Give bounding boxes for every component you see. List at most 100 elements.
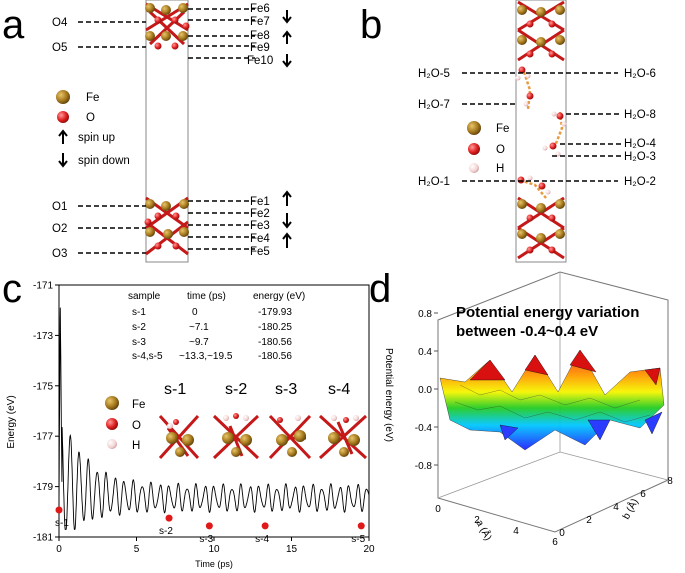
bottom-slab: [144, 196, 189, 256]
spin-down-arrow-icon: [282, 54, 292, 68]
z-axis-d: 0.8 0.4 0.0 -0.4 -0.8: [415, 309, 438, 472]
x-tick-label: 0: [56, 544, 62, 555]
point-label-s-3: s-3: [199, 534, 213, 545]
snapshot-label-s4: s-4: [328, 381, 350, 398]
label-o2: O2: [52, 223, 67, 235]
legend-h-label-c: H: [132, 440, 140, 452]
label-fe7: Fe7: [250, 16, 270, 28]
b-tick-label: 8: [667, 476, 673, 487]
x-axis-label-c: Time (ps): [195, 559, 233, 569]
y-tick-label: -173: [33, 331, 53, 342]
data-point-s-3: [205, 522, 213, 530]
a-tick-label: 6: [552, 537, 558, 548]
y-axis-c: -171 -173 -175 -177 -179 -181: [33, 281, 59, 544]
surface-title-line2: between -0.4~0.4 eV: [456, 323, 598, 340]
unit-cell: [145, 0, 189, 263]
fe-legend-icon: [56, 90, 70, 104]
b-tick-label: 6: [640, 489, 646, 500]
table-cell: s-1: [132, 307, 146, 318]
z-tick-label: -0.8: [415, 461, 433, 472]
x-tick-label: 5: [134, 544, 140, 555]
b-tick-label: 4: [613, 502, 619, 513]
o-legend-icon-c: [106, 418, 118, 430]
snapshot-label-s3: s-3: [275, 381, 297, 398]
point-label-s-2: s-2: [159, 526, 173, 537]
top-slab: [145, 2, 190, 50]
legend-spin-down-label: spin down: [78, 155, 130, 167]
x-tick-label: 15: [286, 544, 298, 555]
a-tick-label: 0: [435, 504, 441, 515]
energy-series-line: [58, 307, 370, 530]
spin-down-legend-icon: [58, 153, 68, 168]
panel-b-label: b: [360, 3, 382, 47]
table-cell: ~9.7: [189, 337, 209, 348]
h-legend-icon-b: [469, 163, 479, 173]
fe-legend-icon-b: [467, 121, 481, 135]
point-label-s-5: s-5: [351, 534, 365, 545]
z-tick-label: 0.0: [418, 385, 432, 396]
potential-surface: [439, 349, 665, 451]
data-point-s-4: [261, 522, 269, 530]
z-tick-label: -0.4: [415, 423, 433, 434]
table-header-sample: sample: [128, 291, 161, 302]
snapshot-s1: [158, 414, 200, 460]
label-o3: O3: [52, 248, 67, 260]
table-cell: ~7.1: [189, 322, 209, 333]
z-axis-label-d: Potential energy (eV): [383, 348, 394, 442]
label-o1: O1: [52, 201, 67, 213]
data-point-s-5: [357, 522, 365, 530]
z-tick-label: 0.4: [418, 347, 432, 358]
y-tick-label: -175: [33, 381, 53, 392]
spin-arrows: [282, 10, 292, 248]
label-h2o-3: H₂O-3: [624, 151, 656, 163]
top-slab-b: [517, 0, 565, 62]
table-cell: -179.93: [258, 307, 292, 318]
snapshot-s4: [318, 414, 368, 460]
table-cell: -180.25: [258, 322, 292, 333]
spin-down-arrow-icon: [282, 10, 292, 24]
label-h2o-5: H₂O-5: [418, 68, 450, 80]
legend-fe-label-b: Fe: [496, 123, 509, 135]
panel-d-label: d: [369, 267, 391, 311]
table-cell: s-2: [132, 322, 146, 333]
z-tick-label: 0.8: [418, 309, 432, 320]
panel-a: a: [2, 0, 292, 263]
bottom-slab-b: [517, 196, 565, 260]
x-tick-label: 20: [363, 544, 375, 555]
panel-c: c -171 -173 -175 -177 -179 -181 0 5 10 15 20 Ener…: [2, 267, 375, 569]
table-cell: -180.56: [258, 351, 292, 362]
label-fe8: Fe8: [250, 30, 270, 42]
label-h2o-2: H₂O-2: [624, 176, 656, 188]
x-axis-c: 0 5 10 15 20: [56, 537, 375, 555]
snapshot-s3: [268, 414, 312, 460]
o-legend-icon: [57, 111, 69, 123]
legend-spin-up-label: spin up: [78, 132, 115, 144]
b-axis-d: 0 2 4 6 8: [559, 476, 673, 539]
panel-c-label: c: [2, 267, 22, 311]
b-tick-label: 0: [559, 528, 565, 539]
spin-down-arrow-icon: [282, 213, 292, 229]
label-fe5: Fe5: [250, 246, 270, 258]
water-molecules: [515, 66, 567, 199]
b-axis-label-d: b (Å): [619, 496, 641, 521]
y-axis-label-c: Energy (eV): [6, 395, 17, 448]
legend-fe-label: Fe: [86, 92, 99, 104]
label-fe6: Fe6: [250, 3, 270, 15]
label-o5: O5: [52, 42, 67, 54]
y-tick-label: -181: [33, 533, 53, 544]
surface-title-line1: Potential energy variation: [456, 304, 639, 321]
label-h2o-7: H₂O-7: [418, 99, 450, 111]
sample-table: sample time (ps) energy (eV) s-1 0 -179.…: [128, 291, 305, 362]
y-tick-label: -171: [33, 281, 53, 292]
table-header-energy: energy (eV): [253, 291, 305, 302]
label-o4: O4: [52, 17, 68, 29]
h-legend-icon-c: [107, 439, 117, 449]
table-header-time: time (ps): [187, 291, 226, 302]
label-fe4: Fe4: [250, 233, 270, 245]
label-fe1: Fe1: [250, 196, 270, 208]
label-fe2: Fe2: [250, 208, 270, 220]
plot-frame-c: [58, 284, 370, 538]
label-h2o-8: H₂O-8: [624, 109, 656, 121]
table-cell: -180.56: [258, 337, 292, 348]
snapshot-label-s2: s-2: [225, 381, 247, 398]
